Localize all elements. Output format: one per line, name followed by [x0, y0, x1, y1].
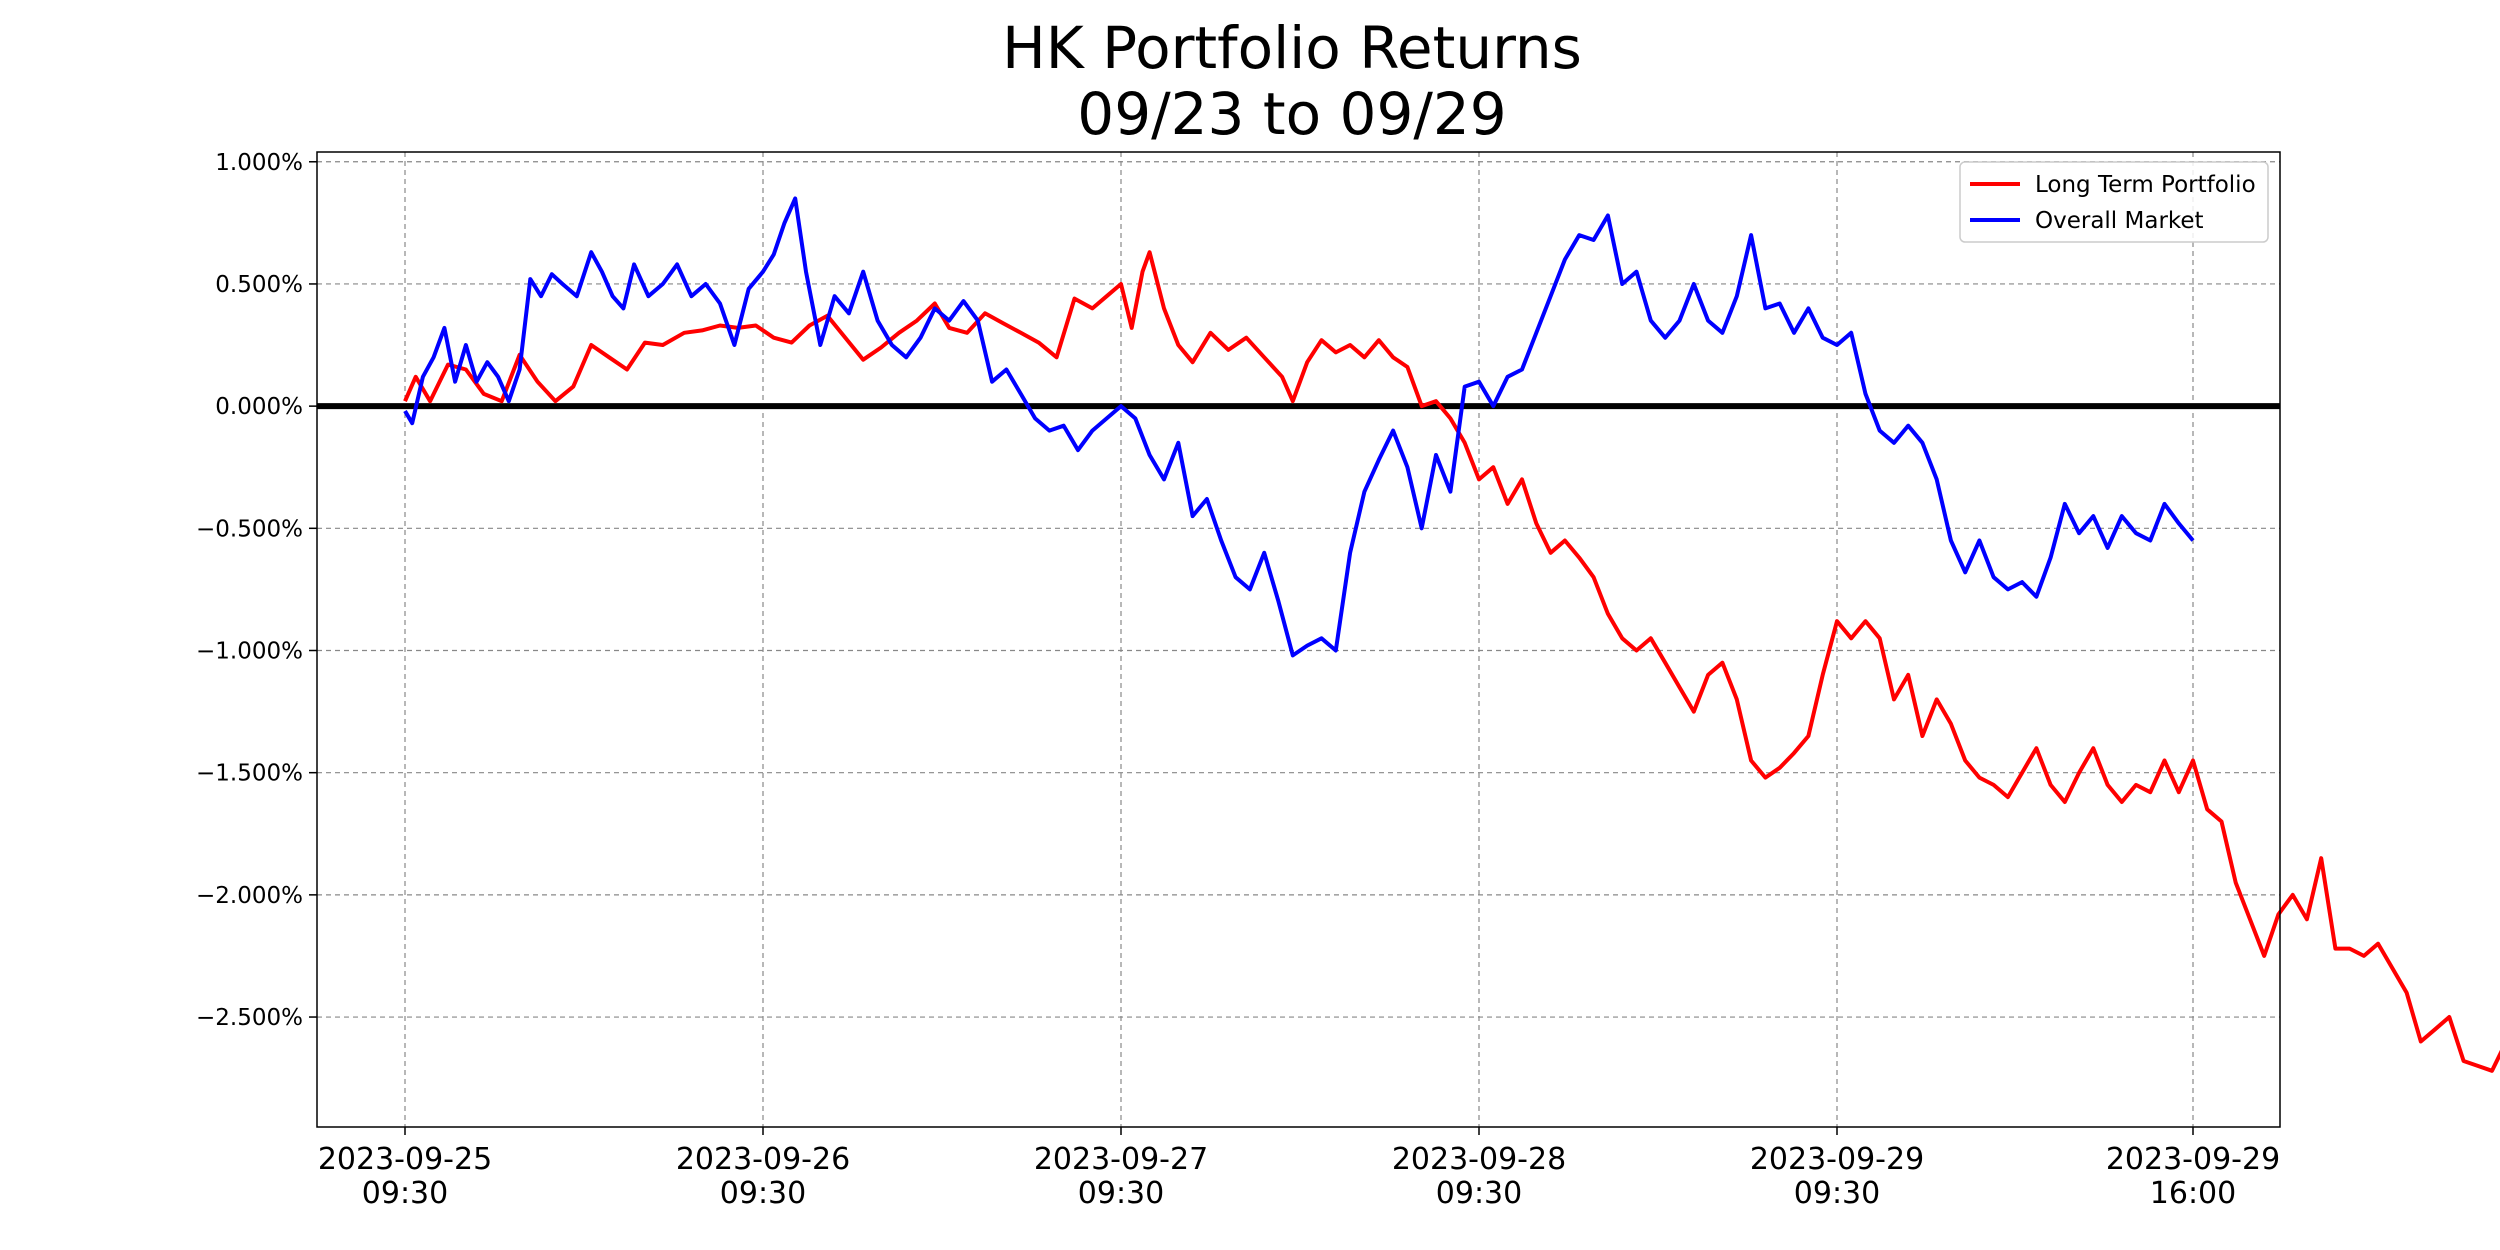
x-tick-label-time: 16:00: [2150, 1176, 2236, 1211]
x-tick-label-time: 09:30: [720, 1176, 806, 1211]
chart-title-line-2: 09/23 to 09/29: [1077, 80, 1506, 148]
x-tick-label-date: 2023-09-29: [1750, 1142, 1924, 1177]
series-line-long-term-portfolio: [403, 250, 2500, 1073]
x-tick-label-time: 09:30: [1078, 1176, 1164, 1211]
series-lines: [403, 196, 2500, 1073]
x-tick-label-time: 09:30: [1794, 1176, 1880, 1211]
grid-lines: [317, 152, 2280, 1127]
x-tick-label-date: 2023-09-28: [1392, 1142, 1566, 1177]
series-line-overall-market: [403, 196, 2195, 658]
x-tick-label-time: 09:30: [362, 1176, 448, 1211]
y-tick-label: −1.500%: [196, 761, 303, 787]
y-tick-label: 1.000%: [215, 150, 303, 176]
chart-title-line-1: HK Portfolio Returns: [1002, 14, 1582, 82]
x-tick-label-date: 2023-09-26: [676, 1142, 850, 1177]
y-tick-label: −1.000%: [196, 638, 303, 664]
y-tick-label: −0.500%: [196, 516, 303, 542]
x-tick-label-date: 2023-09-25: [318, 1142, 492, 1177]
chart-title: HK Portfolio Returns 09/23 to 09/29: [1002, 14, 1582, 148]
x-tick-label-date: 2023-09-29: [2106, 1142, 2280, 1177]
y-tick-label: 0.500%: [215, 272, 303, 298]
x-axis-ticks: 2023-09-2509:302023-09-2609:302023-09-27…: [318, 1127, 2280, 1211]
y-axis-ticks: 1.000% 0.500% 0.000% −0.500% −1.000% −1.500% −…: [196, 150, 317, 1031]
legend-label-overall-market: Overall Market: [2035, 208, 2204, 234]
legend-box: [1959, 161, 2269, 243]
x-tick-label-date: 2023-09-27: [1034, 1142, 1208, 1177]
legend-label-long-term-portfolio: Long Term Portfolio: [2035, 172, 2256, 198]
x-tick-label-time: 09:30: [1436, 1176, 1522, 1211]
plot-frame: [316, 151, 2281, 1128]
y-tick-label: −2.500%: [196, 1005, 303, 1031]
y-tick-label: 0.000%: [215, 394, 303, 420]
legend: Long Term Portfolio Overall Market: [1959, 161, 2269, 243]
y-tick-label: −2.000%: [196, 883, 303, 909]
